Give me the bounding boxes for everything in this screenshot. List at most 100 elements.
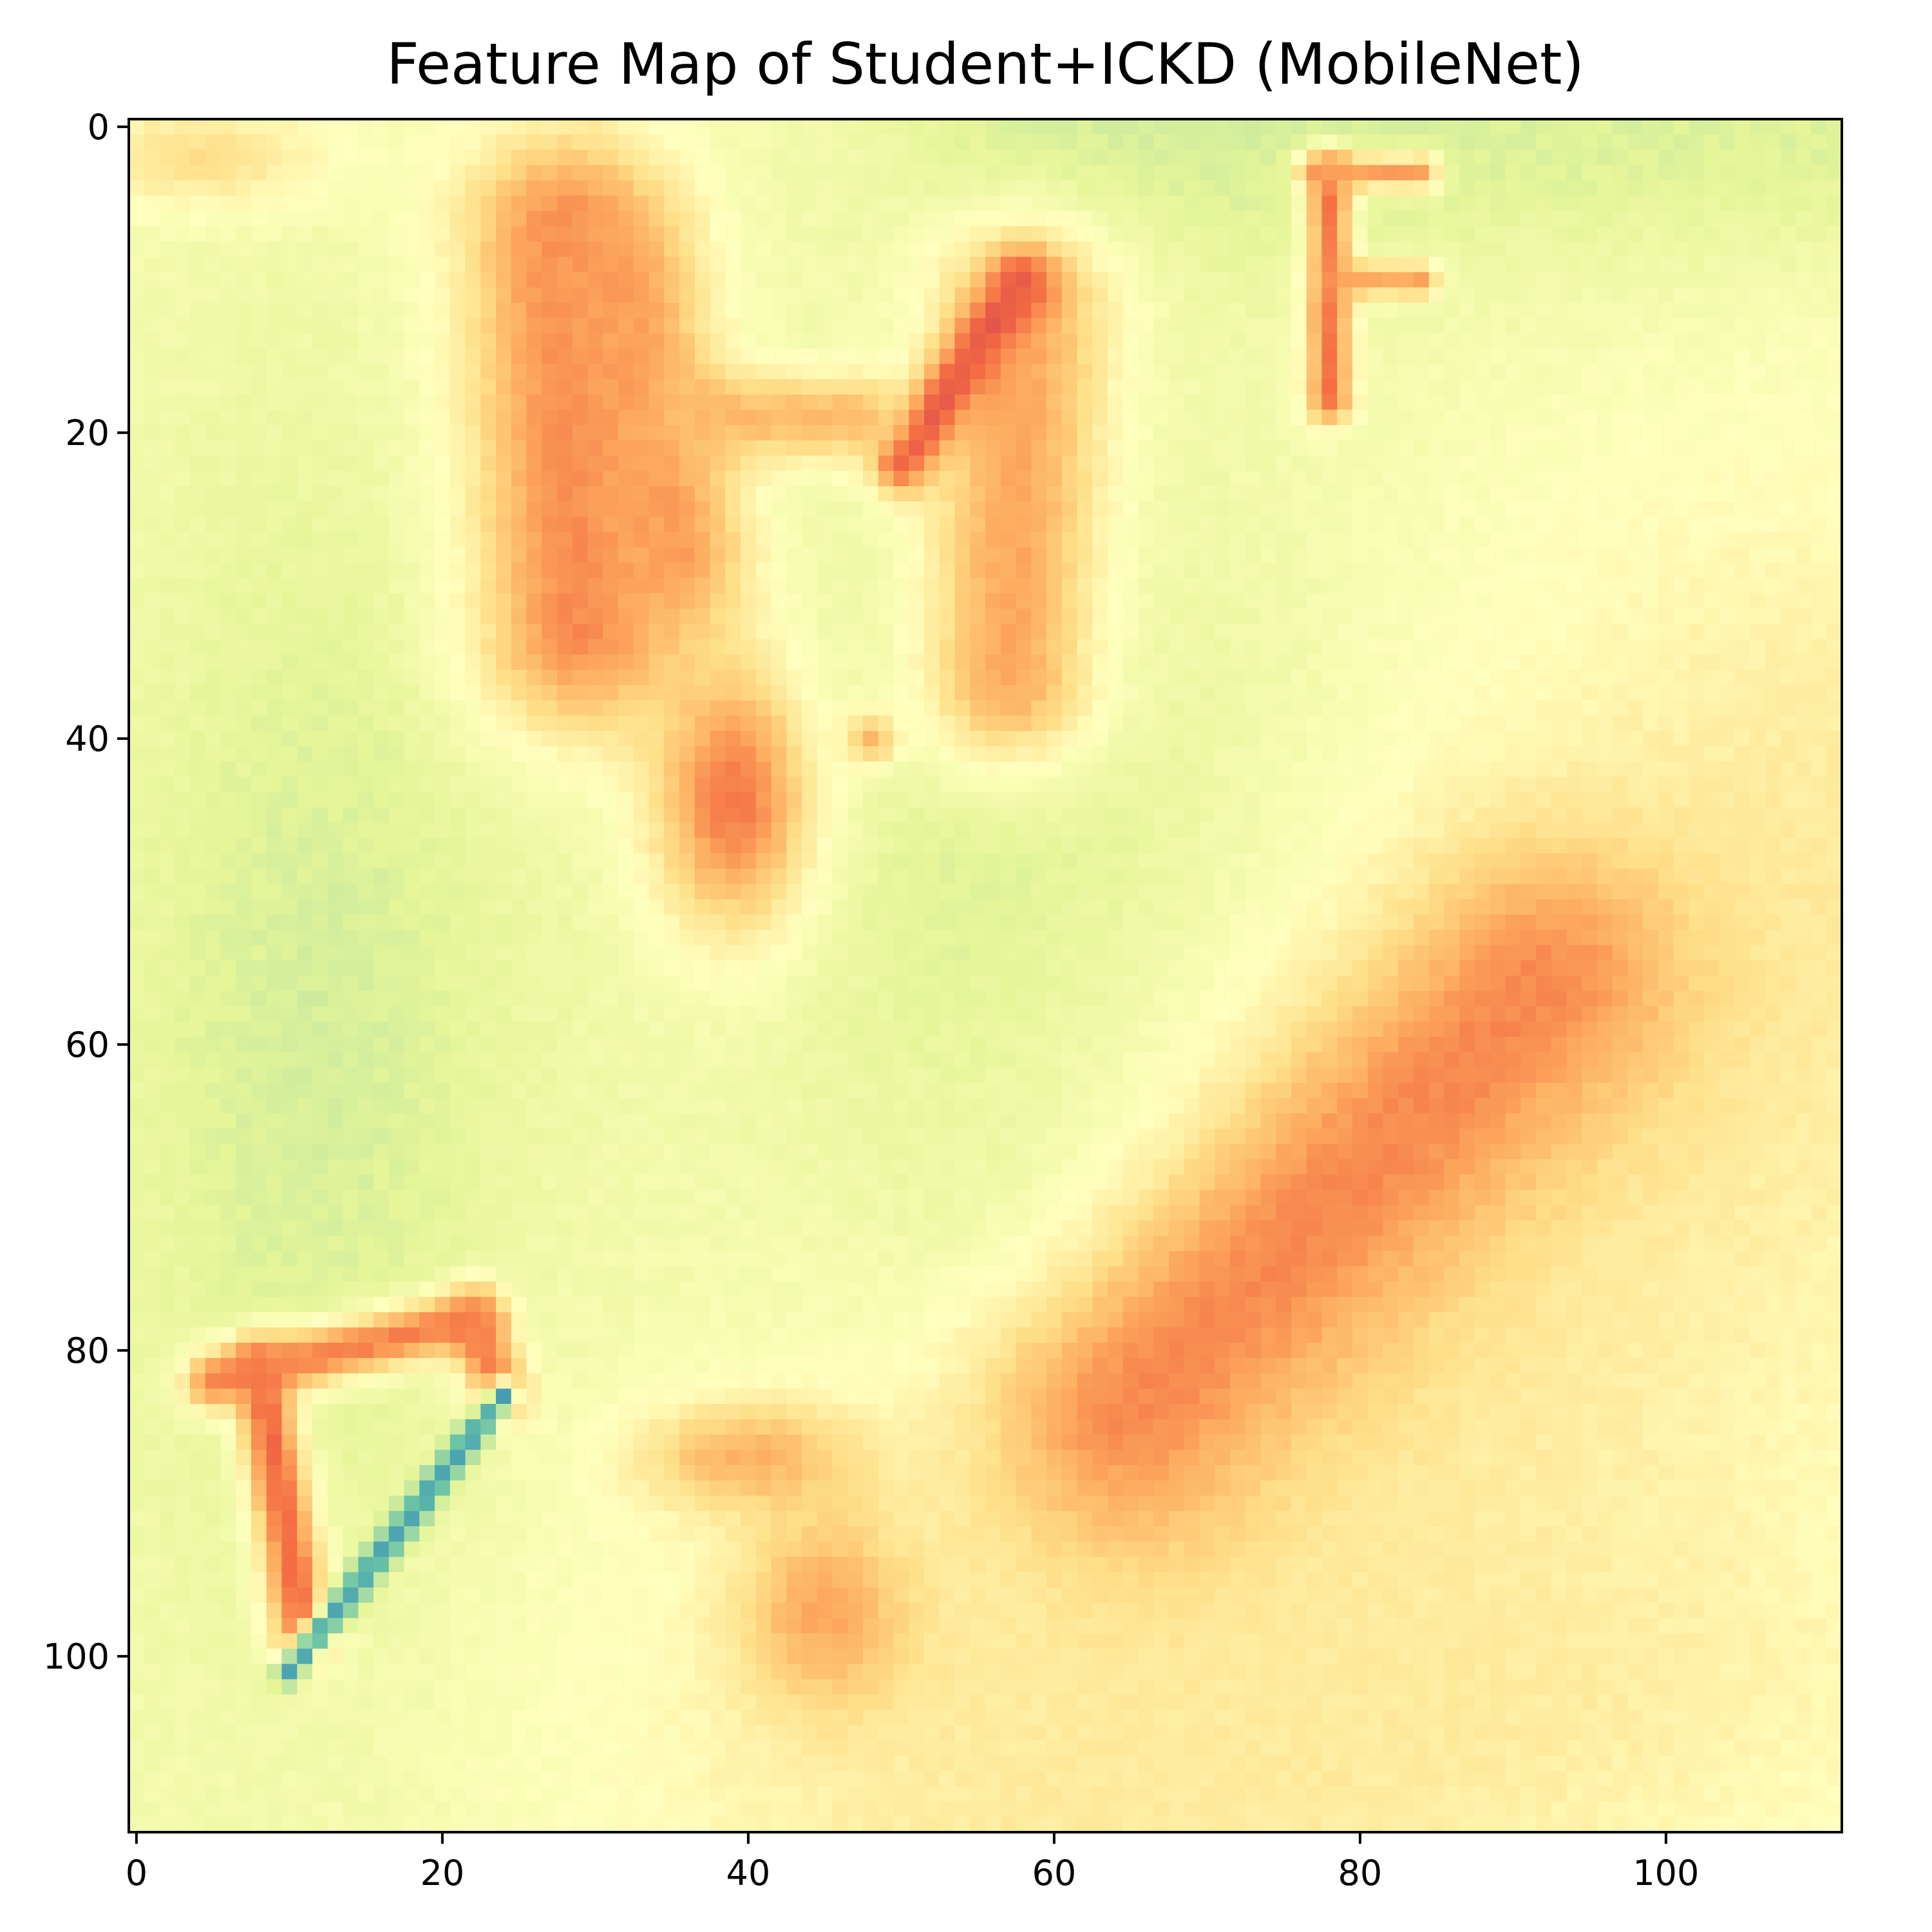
heatmap-cell (312, 333, 328, 349)
heatmap-cell (251, 777, 267, 793)
heatmap-cell (1383, 440, 1399, 457)
heatmap-cell (1398, 516, 1414, 533)
heatmap-cell (1811, 256, 1827, 273)
heatmap-cell (1000, 180, 1017, 196)
heatmap-cell (1704, 562, 1720, 579)
heatmap-cell (419, 287, 435, 303)
heatmap-cell (312, 149, 328, 166)
heatmap-cell (1153, 287, 1170, 303)
heatmap-cell (1734, 532, 1751, 548)
heatmap-cell (1016, 532, 1032, 548)
heatmap-cell (1597, 777, 1613, 793)
heatmap-cell (343, 333, 359, 349)
heatmap-cell (1367, 623, 1384, 640)
heatmap-cell (786, 516, 802, 533)
heatmap-cell (511, 317, 527, 334)
heatmap-cell (1383, 593, 1399, 609)
heatmap-cell (1321, 746, 1338, 762)
heatmap-cell (480, 547, 497, 564)
heatmap-cell (1673, 547, 1690, 564)
heatmap-cell (786, 211, 802, 227)
heatmap-cell (450, 471, 466, 487)
heatmap-cell (1367, 242, 1384, 258)
heatmap-cell (603, 532, 619, 548)
heatmap-cell (435, 256, 451, 273)
heatmap-cell (954, 379, 971, 395)
heatmap-cell (1337, 761, 1353, 777)
heatmap-cell (1230, 685, 1246, 701)
heatmap-cell (1321, 516, 1338, 533)
heatmap-cell (1781, 440, 1797, 457)
heatmap-cell (1795, 287, 1812, 303)
heatmap-cell (1811, 623, 1827, 640)
heatmap-cell (755, 180, 772, 196)
heatmap-cell (374, 792, 390, 808)
heatmap-cell (220, 410, 236, 426)
heatmap-cell (1215, 394, 1231, 410)
heatmap-cell (1000, 547, 1017, 564)
heatmap-cell (1367, 471, 1384, 487)
heatmap-cell (633, 746, 650, 762)
heatmap-cell (1811, 455, 1827, 471)
heatmap-cell (343, 394, 359, 410)
heatmap-cell (1673, 272, 1690, 288)
heatmap-cell (480, 609, 497, 625)
heatmap-cell (205, 670, 222, 686)
heatmap-cell (985, 287, 1001, 303)
heatmap-cell (1459, 455, 1475, 471)
heatmap-cell (1643, 379, 1659, 395)
heatmap-cell (465, 317, 481, 334)
heatmap-cell (985, 685, 1001, 701)
heatmap-cell (251, 547, 267, 564)
heatmap-cell (710, 685, 726, 701)
heatmap-cell (251, 364, 267, 380)
heatmap-cell (1016, 425, 1032, 441)
heatmap-cell (1627, 364, 1643, 380)
heatmap-cell (236, 134, 252, 151)
heatmap-cell (190, 149, 206, 166)
heatmap-cell (1505, 180, 1521, 196)
heatmap-cell (496, 623, 512, 640)
heatmap-cell (587, 226, 603, 242)
heatmap-cell (1428, 562, 1445, 579)
heatmap-cell (1199, 226, 1215, 242)
heatmap-cell (1704, 609, 1720, 625)
heatmap-cell (1153, 348, 1170, 365)
heatmap-cell (557, 455, 573, 471)
heatmap-cell (1734, 471, 1751, 487)
heatmap-cell (1444, 455, 1460, 471)
heatmap-cell (649, 211, 665, 227)
heatmap-cell (480, 165, 497, 181)
heatmap-cell (1153, 486, 1170, 502)
heatmap-cell (633, 516, 650, 533)
heatmap-cell (1795, 593, 1812, 609)
heatmap-cell (281, 242, 298, 258)
heatmap-cell (1337, 593, 1353, 609)
heatmap-cell (1046, 761, 1063, 777)
heatmap-cell (1689, 715, 1705, 732)
heatmap-cell (236, 211, 252, 227)
heatmap-cell (1520, 379, 1537, 395)
heatmap-cell (954, 455, 971, 471)
heatmap-cell (848, 486, 864, 502)
heatmap-cell (878, 410, 895, 426)
heatmap-cell (129, 195, 145, 212)
heatmap-cell (1153, 654, 1170, 670)
heatmap-cell (526, 256, 542, 273)
heatmap-cell (435, 425, 451, 441)
heatmap-cell (159, 700, 175, 716)
heatmap-cell (1215, 226, 1231, 242)
heatmap-cell (388, 761, 405, 777)
heatmap-cell (1673, 379, 1690, 395)
heatmap-cell (572, 242, 589, 258)
heatmap-cell (1276, 119, 1292, 135)
heatmap-cell (266, 761, 283, 777)
heatmap-cell (664, 211, 680, 227)
heatmap-cell (1092, 379, 1108, 395)
heatmap-cell (848, 364, 864, 380)
heatmap-cell (1031, 119, 1047, 135)
heatmap-cell (435, 226, 451, 242)
heatmap-cell (1428, 700, 1445, 716)
heatmap-cell (1765, 348, 1781, 365)
heatmap-cell (1704, 532, 1720, 548)
